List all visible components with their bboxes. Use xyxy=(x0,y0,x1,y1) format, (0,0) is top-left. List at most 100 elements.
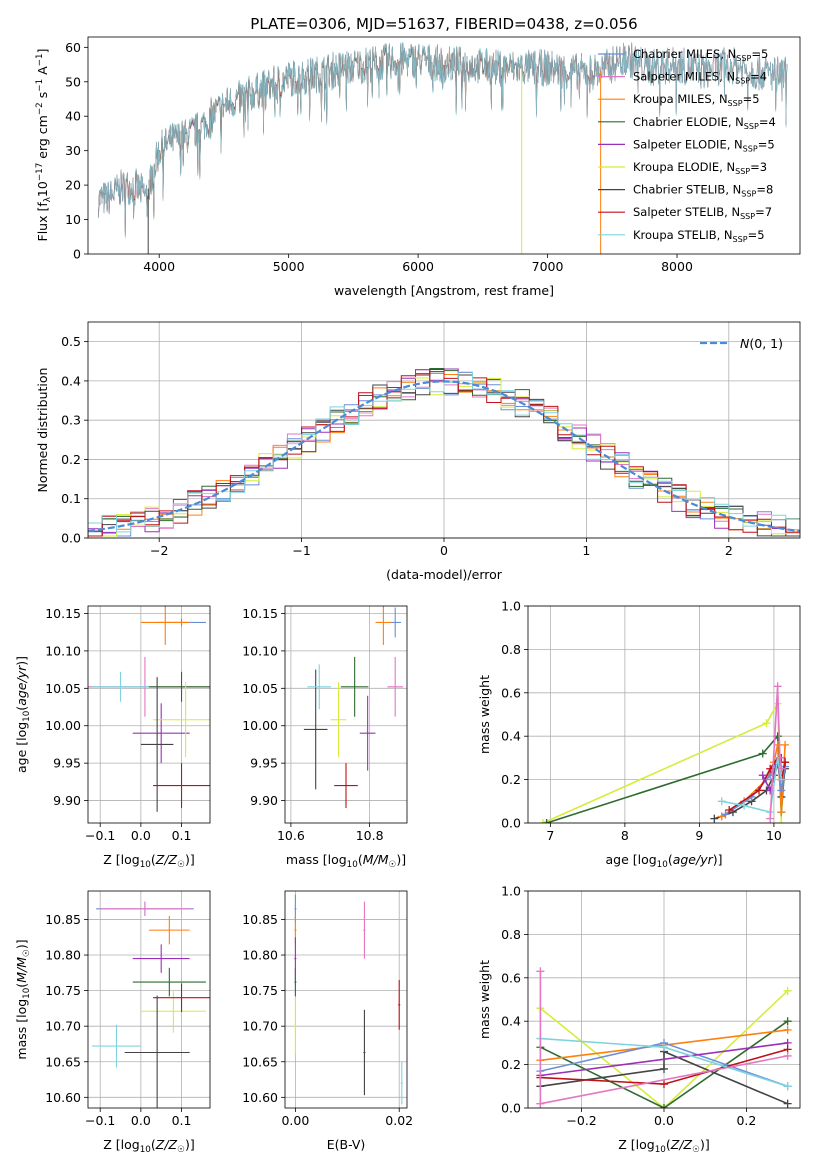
panel-age-mass: 10.6 10.8 9.90 9.95 10.00 10.05 10.10 10.15 mass… xyxy=(242,605,408,870)
weight-marker xyxy=(777,786,786,795)
y-tick-label: 9.90 xyxy=(250,793,278,808)
x-tick-label: −0.1 xyxy=(85,1113,115,1128)
data-layer xyxy=(538,682,790,823)
x-axis-label: Z [log10​(Z/Z☉​)] xyxy=(618,1137,709,1155)
y-tick-label: 10.70 xyxy=(242,1019,278,1034)
x-tick-label: −0.1 xyxy=(85,828,115,843)
x-tick-label: 0.00 xyxy=(281,1113,309,1128)
errorbar-point xyxy=(153,983,210,1012)
x-axis-label: age [log10​(age/yr)] xyxy=(605,852,722,870)
y-tick-label: 0.8 xyxy=(501,927,521,942)
axes-frame xyxy=(284,890,408,1109)
weight-marker xyxy=(773,682,782,691)
y-tick-label: 20 xyxy=(65,178,81,193)
weight-marker xyxy=(717,797,726,806)
y-tick-label: 10.75 xyxy=(242,983,278,998)
panel-weight-age: 7 8 9 10 0.0 0.2 0.4 0.6 0.8 1.0 age [log10​(age/y… xyxy=(477,599,801,870)
axes-frame xyxy=(284,605,408,824)
x-tick-label: 0.0 xyxy=(654,1113,674,1128)
data-layer xyxy=(88,606,210,812)
y-tick-label: 10.00 xyxy=(45,718,81,733)
y-tick-label: 40 xyxy=(65,109,81,124)
x-tick-label: 6000 xyxy=(402,259,434,274)
weight-marker xyxy=(758,749,767,758)
chart-title: PLATE=0306, MJD=51637, FIBERID=0438, z=0… xyxy=(250,15,637,33)
legend-entry: Salpeter STELIB, NSSP​=7 xyxy=(633,205,772,221)
y-tick-label: 60 xyxy=(65,40,81,55)
spectrum-line xyxy=(98,41,788,239)
y-tick-label: 1.0 xyxy=(501,599,521,614)
y-tick-label: 10.00 xyxy=(242,718,278,733)
weight-marker xyxy=(660,1080,668,1089)
x-tick-label: 10 xyxy=(766,828,782,843)
errorbar-point xyxy=(294,997,297,1055)
y-tick-label: 1.0 xyxy=(501,884,521,899)
weight-marker xyxy=(660,1064,668,1073)
weight-marker xyxy=(783,1099,792,1108)
errorbar-point xyxy=(132,944,190,973)
x-axis-label: Z [log10​(Z/Z☉​)] xyxy=(103,852,194,870)
weight-marker xyxy=(781,758,790,767)
weight-marker xyxy=(783,1082,792,1091)
data-layer xyxy=(303,606,404,809)
weight-marker xyxy=(783,1025,792,1034)
panel-mass-z: −0.1 0.0 0.1 10.60 10.65 10.70 10.75 10.80 10.85… xyxy=(14,890,211,1155)
y-tick-label: 9.95 xyxy=(53,756,81,771)
x-tick-label: 10.8 xyxy=(356,828,384,843)
weight-marker xyxy=(536,967,545,976)
weight-line xyxy=(540,1055,788,1105)
weight-marker xyxy=(762,719,771,728)
y-tick-label: 10.80 xyxy=(242,948,278,963)
errorbar-point xyxy=(400,1061,403,1105)
x-axis-label: mass [log10​(M/M☉​)] xyxy=(286,852,406,870)
legend-entry: Kroupa STELIB, NSSP​=5 xyxy=(633,228,765,244)
y-tick-label: 50 xyxy=(65,74,81,89)
weight-marker xyxy=(721,810,730,819)
y-tick-label: 0.6 xyxy=(501,970,521,985)
y-tick-label: 0.0 xyxy=(61,531,81,546)
x-axis-label: (data-model)/error xyxy=(386,567,503,582)
x-tick-label: 0.0 xyxy=(131,828,151,843)
weight-marker xyxy=(660,1043,668,1052)
panel-weight-z: −0.2 0.0 0.2 0.0 0.2 0.4 0.6 0.8 1.0 Z [log10​(Z/… xyxy=(477,884,801,1155)
errorbar-point xyxy=(140,606,190,645)
legend-entry: Chabrier ELODIE, NSSP​=4 xyxy=(633,115,776,131)
y-tick-label: 0.2 xyxy=(501,772,521,787)
weight-marker xyxy=(783,1051,792,1060)
y-tick-label: 10 xyxy=(65,212,81,227)
weight-line xyxy=(540,1020,789,1108)
weight-marker xyxy=(777,808,786,817)
errorbar-point xyxy=(149,915,190,945)
y-tick-label: 10.65 xyxy=(242,1054,278,1069)
errorbar-point xyxy=(92,671,149,702)
y-tick-label: 0.6 xyxy=(501,685,521,700)
panel-histogram: −2 −1 0 1 2 0.0 0.1 0.2 0.3 0.4 0.5 (data-model)/er… xyxy=(35,321,801,582)
data-layer xyxy=(536,967,792,1108)
weight-marker xyxy=(777,764,786,773)
y-tick-label: 10.70 xyxy=(45,1019,81,1034)
y-tick-label: 0.4 xyxy=(501,1014,521,1029)
legend-entry: N(0, 1) xyxy=(740,336,783,351)
weight-marker xyxy=(660,1104,668,1108)
x-tick-label: 0.0 xyxy=(131,1113,151,1128)
axes-frame xyxy=(87,605,211,824)
errorbar-point xyxy=(149,671,210,702)
errorbar-point xyxy=(140,677,174,812)
panel-age-z: −0.1 0.0 0.1 9.90 9.95 10.00 10.05 10.10 10.15 Z … xyxy=(14,605,211,870)
y-tick-label: 10.85 xyxy=(242,912,278,927)
errorbar-point xyxy=(124,995,190,1108)
y-tick-label: 10.85 xyxy=(45,912,81,927)
y-axis-label: Normed distribution xyxy=(35,368,50,493)
y-tick-label: 10.60 xyxy=(45,1090,81,1105)
y-tick-label: 10.80 xyxy=(45,948,81,963)
x-tick-label: −2 xyxy=(150,543,168,558)
legend: Chabrier MILES, NSSP​=5 Salpeter MILES, N… xyxy=(598,47,776,244)
y-tick-label: 0.4 xyxy=(501,729,521,744)
weight-marker xyxy=(775,753,784,762)
legend-entry: Kroupa ELODIE, NSSP​=3 xyxy=(633,160,767,176)
y-tick-label: 0.8 xyxy=(501,642,521,657)
errorbar-point xyxy=(140,989,206,1033)
errorbar-point xyxy=(307,664,332,710)
errorbar-point xyxy=(398,979,401,1030)
y-tick-label: 10.60 xyxy=(242,1090,278,1105)
